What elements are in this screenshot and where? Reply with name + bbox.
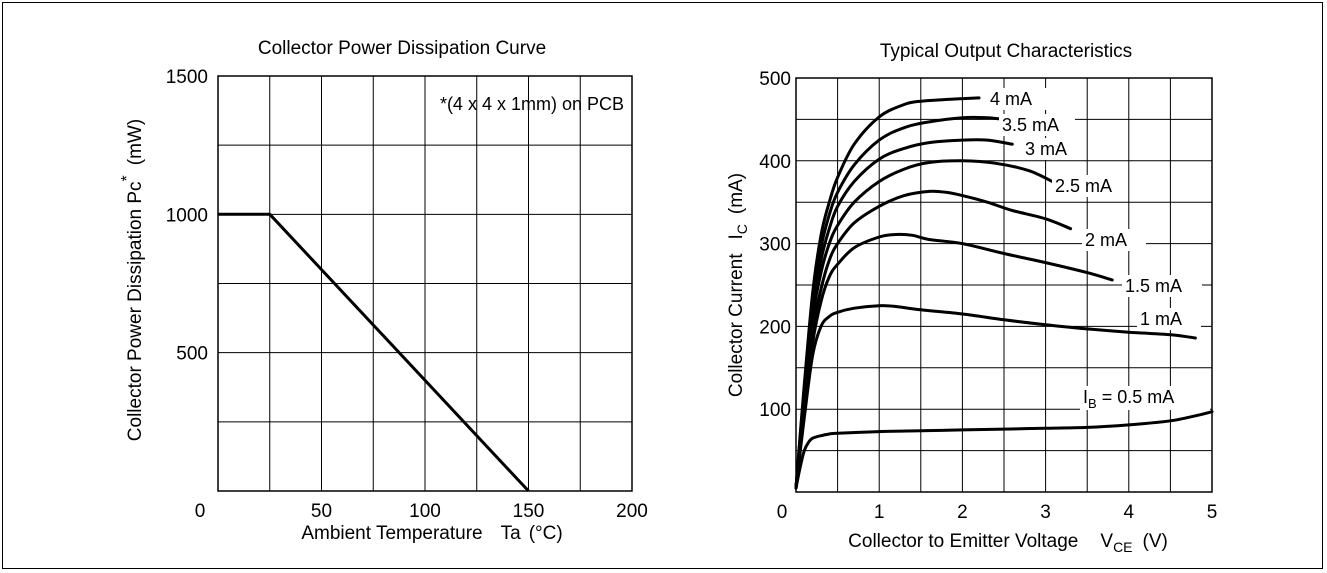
right-series-line-6	[794, 304, 1197, 490]
right-chart-x-label-sym-main: V	[1100, 531, 1113, 552]
left-y-tick-label: 500	[176, 344, 208, 365]
right-x-tick-label: 2	[957, 502, 968, 523]
right-chart-curve-labels: 4 mA 3.5 mA 3 mA 2.5 mA 2 mA 1.5 mA 1 mA…	[987, 88, 1210, 411]
right-x-tick-label: 0	[777, 502, 788, 523]
right-series-line-3	[794, 159, 1056, 490]
right-x-tick-label: 3	[1040, 502, 1051, 523]
left-chart-x-label-unit: (°C)	[529, 523, 563, 544]
right-chart-y-label: Collector Current IC (mA)	[726, 173, 750, 397]
curve-label-0-5ma-main: I	[1083, 387, 1088, 407]
curve-label-3ma: 3 mA	[1025, 139, 1067, 159]
left-chart-plot-border	[217, 75, 633, 492]
right-chart-y-label-unit: (mA)	[726, 173, 747, 214]
curve-label-2-5ma: 2.5 mA	[1055, 176, 1112, 196]
right-series-line-4	[794, 189, 1073, 490]
left-chart-x-ticks: 0 50 100 150 200	[195, 501, 648, 522]
right-chart-x-label-sym-sub: CE	[1113, 539, 1132, 555]
right-series-line-7	[794, 410, 1214, 490]
curve-label-1-5ma: 1.5 mA	[1125, 276, 1182, 296]
right-chart-x-label-unit: (V)	[1143, 531, 1168, 552]
right-chart-x-label: Collector to Emitter Voltage VCE (V)	[848, 531, 1168, 555]
curve-label-bg-1-5ma	[1122, 275, 1202, 297]
curve-label-0-5ma-rest: = 0.5 mA	[1097, 387, 1175, 407]
left-x-tick-label: 200	[616, 501, 648, 522]
right-chart-y-ticks: 100 200 300 400 500	[759, 69, 791, 421]
left-chart-y-label-text: Collector Power Dissipation Pc	[125, 181, 146, 441]
curve-label-3-5ma: 3.5 mA	[1002, 115, 1059, 135]
right-chart-plot-border	[795, 77, 1213, 493]
left-chart-y-ticks: 500 1000 1500	[166, 67, 208, 365]
curve-label-0-5ma-sub: B	[1088, 396, 1097, 411]
right-y-tick-label: 400	[759, 152, 791, 173]
left-x-tick-label: 100	[409, 501, 441, 522]
left-chart-grid	[218, 76, 632, 491]
curve-label-bg-2ma	[1082, 229, 1146, 251]
curve-label-bg-3ma	[1022, 138, 1086, 160]
right-chart-x-label-text: Collector to Emitter Voltage	[848, 531, 1078, 552]
curve-label-2ma: 2 mA	[1085, 230, 1127, 250]
left-x-tick-label: 0	[195, 501, 206, 522]
curve-label-bg-0-5ma	[1080, 386, 1210, 410]
left-chart-y-label-unit: (mW)	[125, 119, 146, 165]
right-x-tick-label: 1	[874, 502, 885, 523]
left-chart-annotation: *(4 x 4 x 1mm) on PCB	[440, 94, 624, 114]
curve-label-0-5ma: IB = 0.5 mA	[1083, 387, 1174, 411]
right-y-tick-label: 500	[759, 69, 791, 90]
left-y-tick-label: 1000	[166, 205, 208, 226]
left-chart-series-line	[218, 212, 530, 493]
right-chart-y-label-sym-sub: C	[734, 224, 750, 234]
right-series-line-5	[794, 232, 1114, 490]
right-y-tick-label: 200	[759, 317, 791, 338]
right-chart-series	[794, 96, 1214, 490]
curve-label-1ma: 1 mA	[1140, 309, 1182, 329]
right-y-tick-label: 300	[759, 235, 791, 256]
right-y-tick-label: 100	[759, 400, 791, 421]
left-chart-y-label: Collector Power Dissipation Pc* (mW)	[119, 119, 146, 441]
left-chart-x-label-symbol: Ta	[501, 523, 522, 544]
right-chart: Typical Output Characteristics 0 1 2 3 4 5 10…	[726, 41, 1217, 555]
curve-label-bg-4ma	[987, 88, 1051, 110]
curve-label-4ma: 4 mA	[990, 89, 1032, 109]
curve-label-bg-1ma	[1137, 308, 1201, 330]
left-chart-x-label-text: Ambient Temperature	[301, 523, 482, 544]
right-chart-y-label-text: Collector Current	[726, 253, 747, 397]
left-chart-y-label-sup: *	[119, 175, 136, 181]
curve-label-bg-2-5ma	[1052, 175, 1128, 197]
left-chart-title: Collector Power Dissipation Curve	[258, 38, 546, 59]
left-chart-x-label: Ambient Temperature Ta (°C)	[301, 523, 562, 544]
right-x-tick-label: 4	[1124, 502, 1135, 523]
right-x-tick-label: 5	[1207, 502, 1218, 523]
right-chart-title: Typical Output Characteristics	[880, 41, 1132, 62]
left-x-tick-label: 50	[311, 501, 332, 522]
left-x-tick-label: 150	[513, 501, 545, 522]
right-chart-x-ticks: 0 1 2 3 4 5	[777, 502, 1218, 523]
right-chart-y-label-sym-main: I	[726, 234, 747, 239]
left-chart: Collector Power Dissipation Curve 0 50 100…	[119, 38, 648, 544]
left-y-tick-label: 1500	[166, 67, 208, 88]
curve-label-bg-3-5ma	[999, 114, 1075, 136]
